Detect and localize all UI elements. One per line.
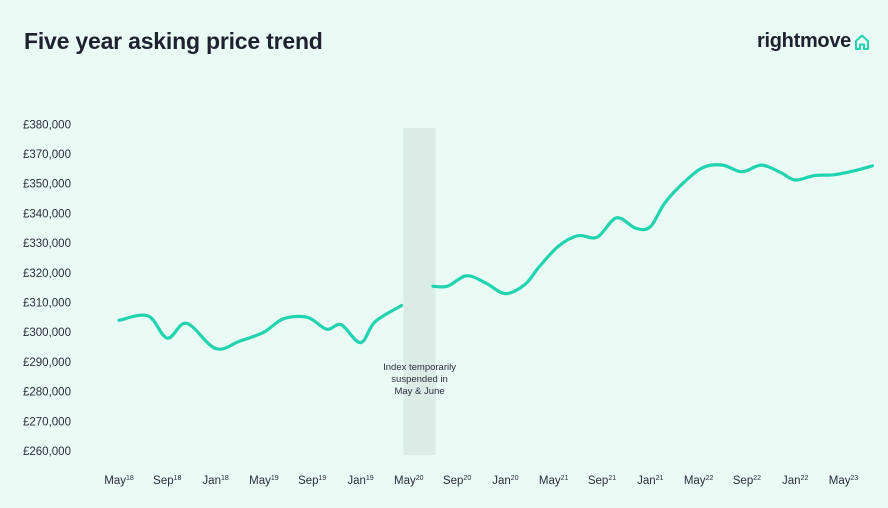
x-tick-label: Sep18: [153, 475, 181, 487]
suspension-annotation: Index temporarily: [383, 362, 456, 373]
x-tick-label: Sep21: [588, 475, 616, 487]
y-tick-label: £320,000: [23, 268, 71, 280]
brand-logo: rightmove: [757, 30, 870, 53]
x-tick-label: Jan18: [202, 475, 228, 487]
y-tick-label: £380,000: [23, 119, 71, 131]
x-tick-label: May21: [539, 475, 569, 487]
y-tick-label: £280,000: [23, 387, 71, 399]
y-tick-label: £330,000: [23, 238, 71, 250]
y-tick-label: £290,000: [23, 357, 71, 369]
suspension-annotation: suspended in: [391, 374, 448, 385]
x-tick-label: May18: [104, 475, 134, 487]
x-tick-label: Sep19: [298, 475, 326, 487]
y-tick-label: £300,000: [23, 327, 71, 339]
x-tick-label: May20: [394, 475, 424, 487]
price-trend-line-segment: [117, 303, 404, 351]
y-tick-label: £260,000: [23, 446, 71, 458]
y-tick-label: £310,000: [23, 298, 71, 310]
x-tick-label: May23: [829, 475, 859, 487]
y-tick-label: £340,000: [23, 208, 71, 220]
brand-name: rightmove: [757, 30, 851, 52]
x-tick-label: Jan19: [347, 475, 373, 487]
x-tick-label: Jan22: [782, 475, 808, 487]
x-tick-label: May19: [249, 475, 279, 487]
x-tick-label: May22: [684, 475, 714, 487]
suspension-annotation: May & June: [394, 386, 444, 397]
y-tick-label: £370,000: [23, 149, 71, 161]
x-tick-label: Sep22: [733, 475, 761, 487]
house-outline-icon: [855, 34, 869, 50]
chart-title: Five year asking price trend: [24, 28, 323, 54]
y-tick-label: £350,000: [23, 179, 71, 191]
x-tick-label: Jan21: [637, 475, 663, 487]
suspended-period-band: [403, 128, 436, 455]
x-tick-label: Jan20: [492, 475, 518, 487]
x-tick-label: Sep20: [443, 475, 471, 487]
y-tick-label: £270,000: [23, 416, 71, 428]
price-trend-line-segment: [431, 163, 875, 296]
